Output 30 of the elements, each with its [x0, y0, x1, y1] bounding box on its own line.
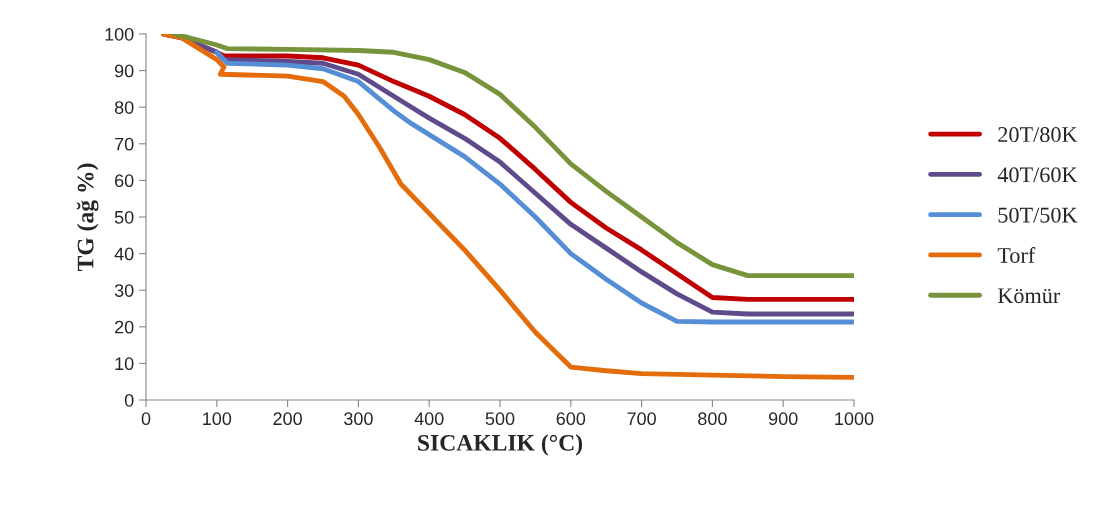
y-tick-label: 10: [115, 357, 134, 371]
x-tick-label: 200: [273, 412, 302, 426]
x-tick-label: 500: [485, 412, 515, 426]
x-tick-label: 300: [344, 412, 373, 426]
x-tick-label: 900: [768, 412, 798, 426]
y-tick-label: 50: [114, 210, 134, 224]
x-tick-label: 100: [203, 412, 232, 426]
y-tick-label: 70: [115, 137, 134, 151]
line-series: [161, 34, 854, 380]
x-axis-title: SICAKLIK (°C): [418, 434, 583, 456]
y-tick-label: 60: [115, 174, 134, 188]
y-tick-label: 30: [114, 284, 134, 297]
legend-label: 20T/80K: [998, 127, 1078, 143]
x-tick-label: 400: [414, 412, 444, 426]
x-tick-label: 600: [556, 412, 586, 426]
y-tick-label: 90: [114, 64, 134, 78]
x-tick-label: 800: [698, 412, 727, 426]
legend-label: 40T/60K: [997, 167, 1078, 183]
legend-label: Torf: [997, 247, 1036, 263]
y-tick-label: 100: [105, 27, 134, 41]
legend-label: 50T/50K: [998, 207, 1078, 223]
legend-label: Kömür: [997, 288, 1061, 304]
y-tick-label: 0: [124, 393, 134, 407]
y-tick-label: 20: [115, 320, 134, 334]
x-tick-label: 0: [141, 412, 151, 426]
y-tick-label: 80: [114, 101, 134, 114]
y-axis-title: TG (ağ %): [76, 163, 99, 272]
x-tick-label: 700: [627, 412, 656, 426]
y-tick-label: 40: [114, 247, 134, 261]
x-tick-label: 1000: [835, 412, 874, 426]
